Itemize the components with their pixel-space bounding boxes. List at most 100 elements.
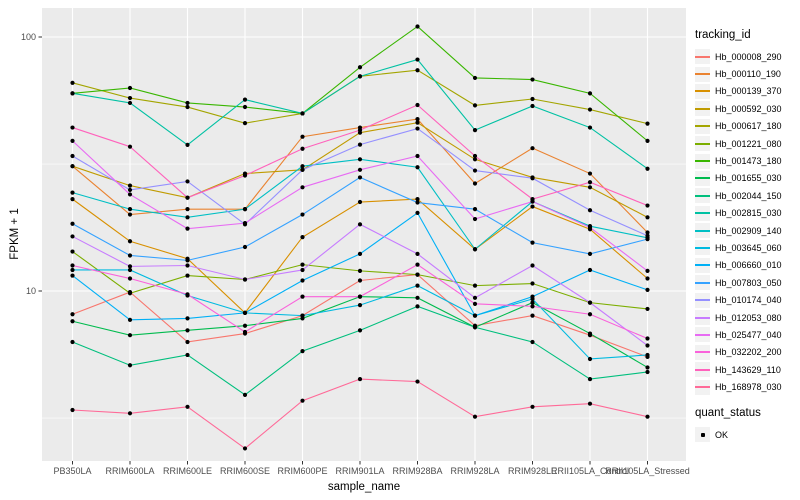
- x-tick-label: RRIM928LE: [508, 466, 557, 476]
- legend-entry-label: Hb_032202_200: [715, 347, 782, 358]
- legend-entry: Hb_000617_180: [695, 118, 799, 135]
- data-point: [70, 234, 75, 239]
- x-tick-label: RRIM600LE: [163, 466, 212, 476]
- data-point: [185, 292, 190, 297]
- data-point: [472, 127, 478, 133]
- data-point: [530, 304, 535, 309]
- data-point: [127, 207, 133, 212]
- legend-entry: Hb_000592_030: [695, 100, 799, 117]
- legend-key-icon: [695, 327, 710, 343]
- data-point: [127, 239, 133, 244]
- legend-entry: Hb_001473_180: [695, 152, 799, 169]
- data-point: [587, 125, 593, 130]
- data-point: [472, 168, 478, 173]
- data-point: [587, 401, 593, 406]
- y-axis-title: FPKM + 1: [9, 208, 21, 260]
- data-point: [472, 295, 478, 300]
- data-point: [472, 157, 478, 162]
- legend-entry-label: Hb_002044_150: [715, 190, 782, 201]
- data-point: [587, 300, 593, 305]
- legend-key-icon: [695, 101, 710, 117]
- data-point: [645, 233, 650, 238]
- data-point: [300, 212, 305, 217]
- data-point: [530, 176, 535, 181]
- legend-key-icon: [695, 223, 710, 239]
- data-point: [127, 317, 133, 322]
- data-point: [300, 235, 305, 240]
- data-point: [242, 244, 248, 250]
- legend-key-icon: [695, 153, 710, 169]
- legend-entry-label: Hb_006660_010: [715, 260, 782, 271]
- data-point: [242, 310, 248, 315]
- data-point: [185, 263, 190, 268]
- legend-entry-label: Hb_001221_080: [715, 138, 782, 149]
- data-point: [127, 144, 133, 149]
- data-point: [645, 306, 650, 312]
- data-point: [472, 103, 478, 108]
- data-point: [70, 197, 75, 202]
- data-point: [587, 171, 593, 176]
- data-point: [300, 185, 305, 190]
- data-point: [70, 249, 75, 254]
- data-point: [70, 138, 75, 143]
- data-point: [530, 146, 535, 151]
- y-tick-label: 100: [21, 32, 36, 42]
- data-point: [70, 91, 75, 96]
- data-point: [300, 267, 305, 273]
- data-point: [185, 316, 190, 321]
- data-point: [357, 167, 363, 172]
- data-point: [127, 267, 133, 273]
- data-point: [357, 65, 363, 70]
- data-point: [415, 120, 420, 125]
- legend-entry: Hb_002815_030: [695, 205, 799, 222]
- data-point: [530, 300, 535, 305]
- data-point: [127, 187, 133, 193]
- data-point: [587, 91, 593, 96]
- data-point: [357, 278, 363, 283]
- data-point: [185, 215, 190, 220]
- data-point: [70, 153, 75, 159]
- legend-entry-label: Hb_000139_370: [715, 86, 782, 97]
- data-point: [415, 57, 420, 62]
- legend-key-icon: [695, 240, 710, 256]
- legend-entry-label: Hb_000008_290: [715, 51, 782, 62]
- data-point: [415, 24, 420, 29]
- legend-entry-label: Hb_010174_040: [715, 295, 782, 306]
- legend-entry-label: Hb_007803_050: [715, 277, 782, 288]
- data-point: [127, 333, 133, 338]
- data-point: [70, 263, 75, 268]
- x-tick-label: RRIM600LA: [105, 466, 154, 476]
- data-point: [185, 179, 190, 184]
- data-point: [415, 251, 420, 256]
- legend-title: tracking_id: [695, 29, 751, 41]
- data-point: [587, 180, 593, 185]
- legend-key-icon: [695, 362, 710, 378]
- x-tick-label: RRIM901LA: [335, 466, 384, 476]
- legend-entry: Hb_002909_140: [695, 222, 799, 239]
- legend-entry: Hb_143629_110: [695, 361, 799, 378]
- data-point: [70, 312, 75, 317]
- legend-key-icon: [695, 66, 710, 82]
- data-point: [587, 312, 593, 317]
- data-point: [415, 272, 420, 277]
- legend-entry: Hb_001655_030: [695, 170, 799, 187]
- data-point: [127, 95, 133, 101]
- data-point: [357, 127, 363, 133]
- data-point: [185, 273, 190, 278]
- legend-key-icon: [695, 170, 710, 186]
- data-point: [70, 125, 75, 130]
- data-point: [185, 100, 190, 106]
- data-point: [415, 295, 420, 300]
- legend-entry: Hb_012053_080: [695, 309, 799, 326]
- data-point: [357, 328, 363, 333]
- data-point: [645, 138, 650, 143]
- legend-entry-label: Hb_001473_180: [715, 156, 782, 167]
- plot-panel: [42, 8, 686, 461]
- data-point: [70, 407, 75, 413]
- data-point: [530, 404, 535, 409]
- data-point: [530, 77, 535, 82]
- data-point: [300, 167, 305, 172]
- data-point: [645, 343, 650, 348]
- data-point: [300, 262, 305, 267]
